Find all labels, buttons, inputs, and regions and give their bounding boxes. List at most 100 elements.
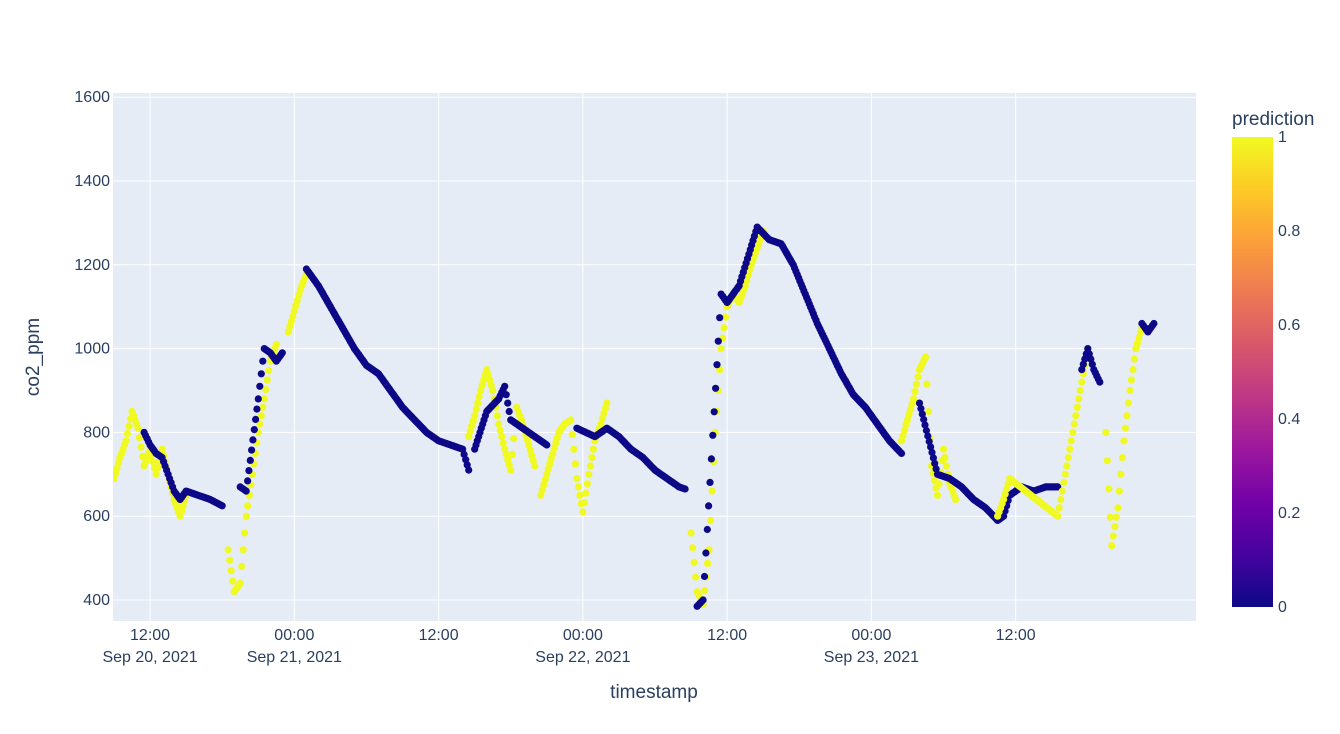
point-7-53 xyxy=(543,441,551,449)
point-13-6 xyxy=(924,432,932,440)
point-17-8 xyxy=(1150,319,1158,328)
point-13-10 xyxy=(929,454,938,462)
point-3-13 xyxy=(254,395,262,403)
point-13-12 xyxy=(932,465,940,473)
point-8-34 xyxy=(588,454,596,462)
point-2-9 xyxy=(238,562,246,571)
point-7-24 xyxy=(504,399,512,407)
gridlines xyxy=(113,93,1196,621)
point-0-10 xyxy=(125,422,133,430)
point-13-2 xyxy=(918,410,926,418)
y-tick-label-2: 800 xyxy=(83,424,110,441)
series-segment-8 xyxy=(537,399,611,516)
x-tick-sublabel-1: Sep 21, 2021 xyxy=(247,649,342,666)
point-14-53 xyxy=(1070,420,1078,428)
point-14-46 xyxy=(1060,479,1068,487)
point-10-20 xyxy=(717,345,725,353)
point-2-27 xyxy=(265,367,273,375)
point-6-19 xyxy=(493,412,501,420)
point-16-15 xyxy=(1124,399,1132,407)
point-2-25 xyxy=(262,385,270,394)
point-16-18 xyxy=(1129,366,1137,374)
point-6-6 xyxy=(474,399,482,407)
point-3-14 xyxy=(256,382,264,390)
point-10-2 xyxy=(690,558,698,566)
point-16-12 xyxy=(1120,437,1128,445)
point-8-30 xyxy=(582,489,590,497)
point-16-1 xyxy=(1103,457,1111,465)
point-16-8 xyxy=(1114,504,1122,512)
colorbar-title: prediction xyxy=(1232,109,1314,130)
point-2-24 xyxy=(260,395,268,403)
x-tick-sublabel-3: Sep 22, 2021 xyxy=(535,649,630,666)
x-tick-label-1: 00:00 xyxy=(274,627,314,644)
point-0-18 xyxy=(137,443,145,451)
point-10-22 xyxy=(720,324,728,332)
point-6-29 xyxy=(508,450,516,458)
point-6-7 xyxy=(475,393,483,401)
point-6-28 xyxy=(507,466,515,474)
point-11-8 xyxy=(705,502,713,510)
x-tick-sublabel-5: Sep 23, 2021 xyxy=(824,649,919,666)
point-14-58 xyxy=(1078,378,1086,386)
y-axis-title: co2_ppm xyxy=(23,318,44,396)
point-2-11 xyxy=(241,529,249,537)
point-16-10 xyxy=(1117,470,1125,478)
point-12-10 xyxy=(912,380,921,388)
point-3-12 xyxy=(253,405,261,413)
point-9-79 xyxy=(681,485,689,493)
x-tick-sublabel-0: Sep 20, 2021 xyxy=(102,649,197,666)
point-10-0 xyxy=(687,529,695,537)
point-3-8 xyxy=(248,446,256,454)
point-11-9 xyxy=(706,478,714,486)
colorbar-tick-label-1: 0.2 xyxy=(1278,505,1300,522)
point-16-13 xyxy=(1121,424,1129,432)
point-16-2 xyxy=(1105,485,1113,493)
point-13-9 xyxy=(928,448,936,456)
point-7-22 xyxy=(501,382,509,390)
point-8-29 xyxy=(580,499,589,507)
y-tick-label-1: 600 xyxy=(83,508,110,525)
x-tick-label-3: 00:00 xyxy=(563,627,603,644)
colorbar-tick-labels: 0 0.2 0.4 0.6 0.8 1 xyxy=(1278,129,1300,616)
point-8-23 xyxy=(571,460,580,468)
point-12-25 xyxy=(935,480,943,488)
point-12-9 xyxy=(911,388,919,396)
point-14-49 xyxy=(1064,454,1072,462)
point-10-13 xyxy=(707,516,715,525)
point-8-24 xyxy=(573,474,581,483)
point-2-26 xyxy=(263,376,271,384)
point-8-25 xyxy=(574,483,583,491)
point-12-8 xyxy=(909,395,918,403)
point-12-29 xyxy=(941,454,949,462)
point-16-14 xyxy=(1123,412,1131,420)
point-3-10 xyxy=(250,426,258,434)
point-12-17 xyxy=(923,380,931,388)
point-16-19 xyxy=(1130,355,1138,363)
point-16-5 xyxy=(1109,532,1117,540)
point-2-12 xyxy=(242,512,250,520)
point-16-11 xyxy=(1118,454,1126,462)
point-13-11 xyxy=(931,459,939,467)
point-3-6 xyxy=(245,467,253,475)
point-8-28 xyxy=(579,508,587,516)
point-10-11 xyxy=(704,559,712,568)
series-segment-17 xyxy=(1138,319,1158,336)
x-tick-label-6: 12:00 xyxy=(996,627,1036,644)
point-3-7 xyxy=(246,456,254,464)
point-11-10 xyxy=(707,455,716,463)
point-0-9 xyxy=(123,429,132,438)
point-12-16 xyxy=(921,353,930,361)
x-tick-label-2: 12:00 xyxy=(419,627,459,644)
point-0-16 xyxy=(134,424,142,432)
point-13-0 xyxy=(915,399,924,407)
point-8-26 xyxy=(576,491,584,499)
y-tick-label-6: 1600 xyxy=(74,89,110,106)
point-16-0 xyxy=(1102,428,1110,436)
point-0-17 xyxy=(135,434,144,442)
point-13-5 xyxy=(922,426,931,435)
point-12-28 xyxy=(939,445,948,453)
point-2-8 xyxy=(236,579,244,587)
series-segment-7 xyxy=(471,382,551,453)
